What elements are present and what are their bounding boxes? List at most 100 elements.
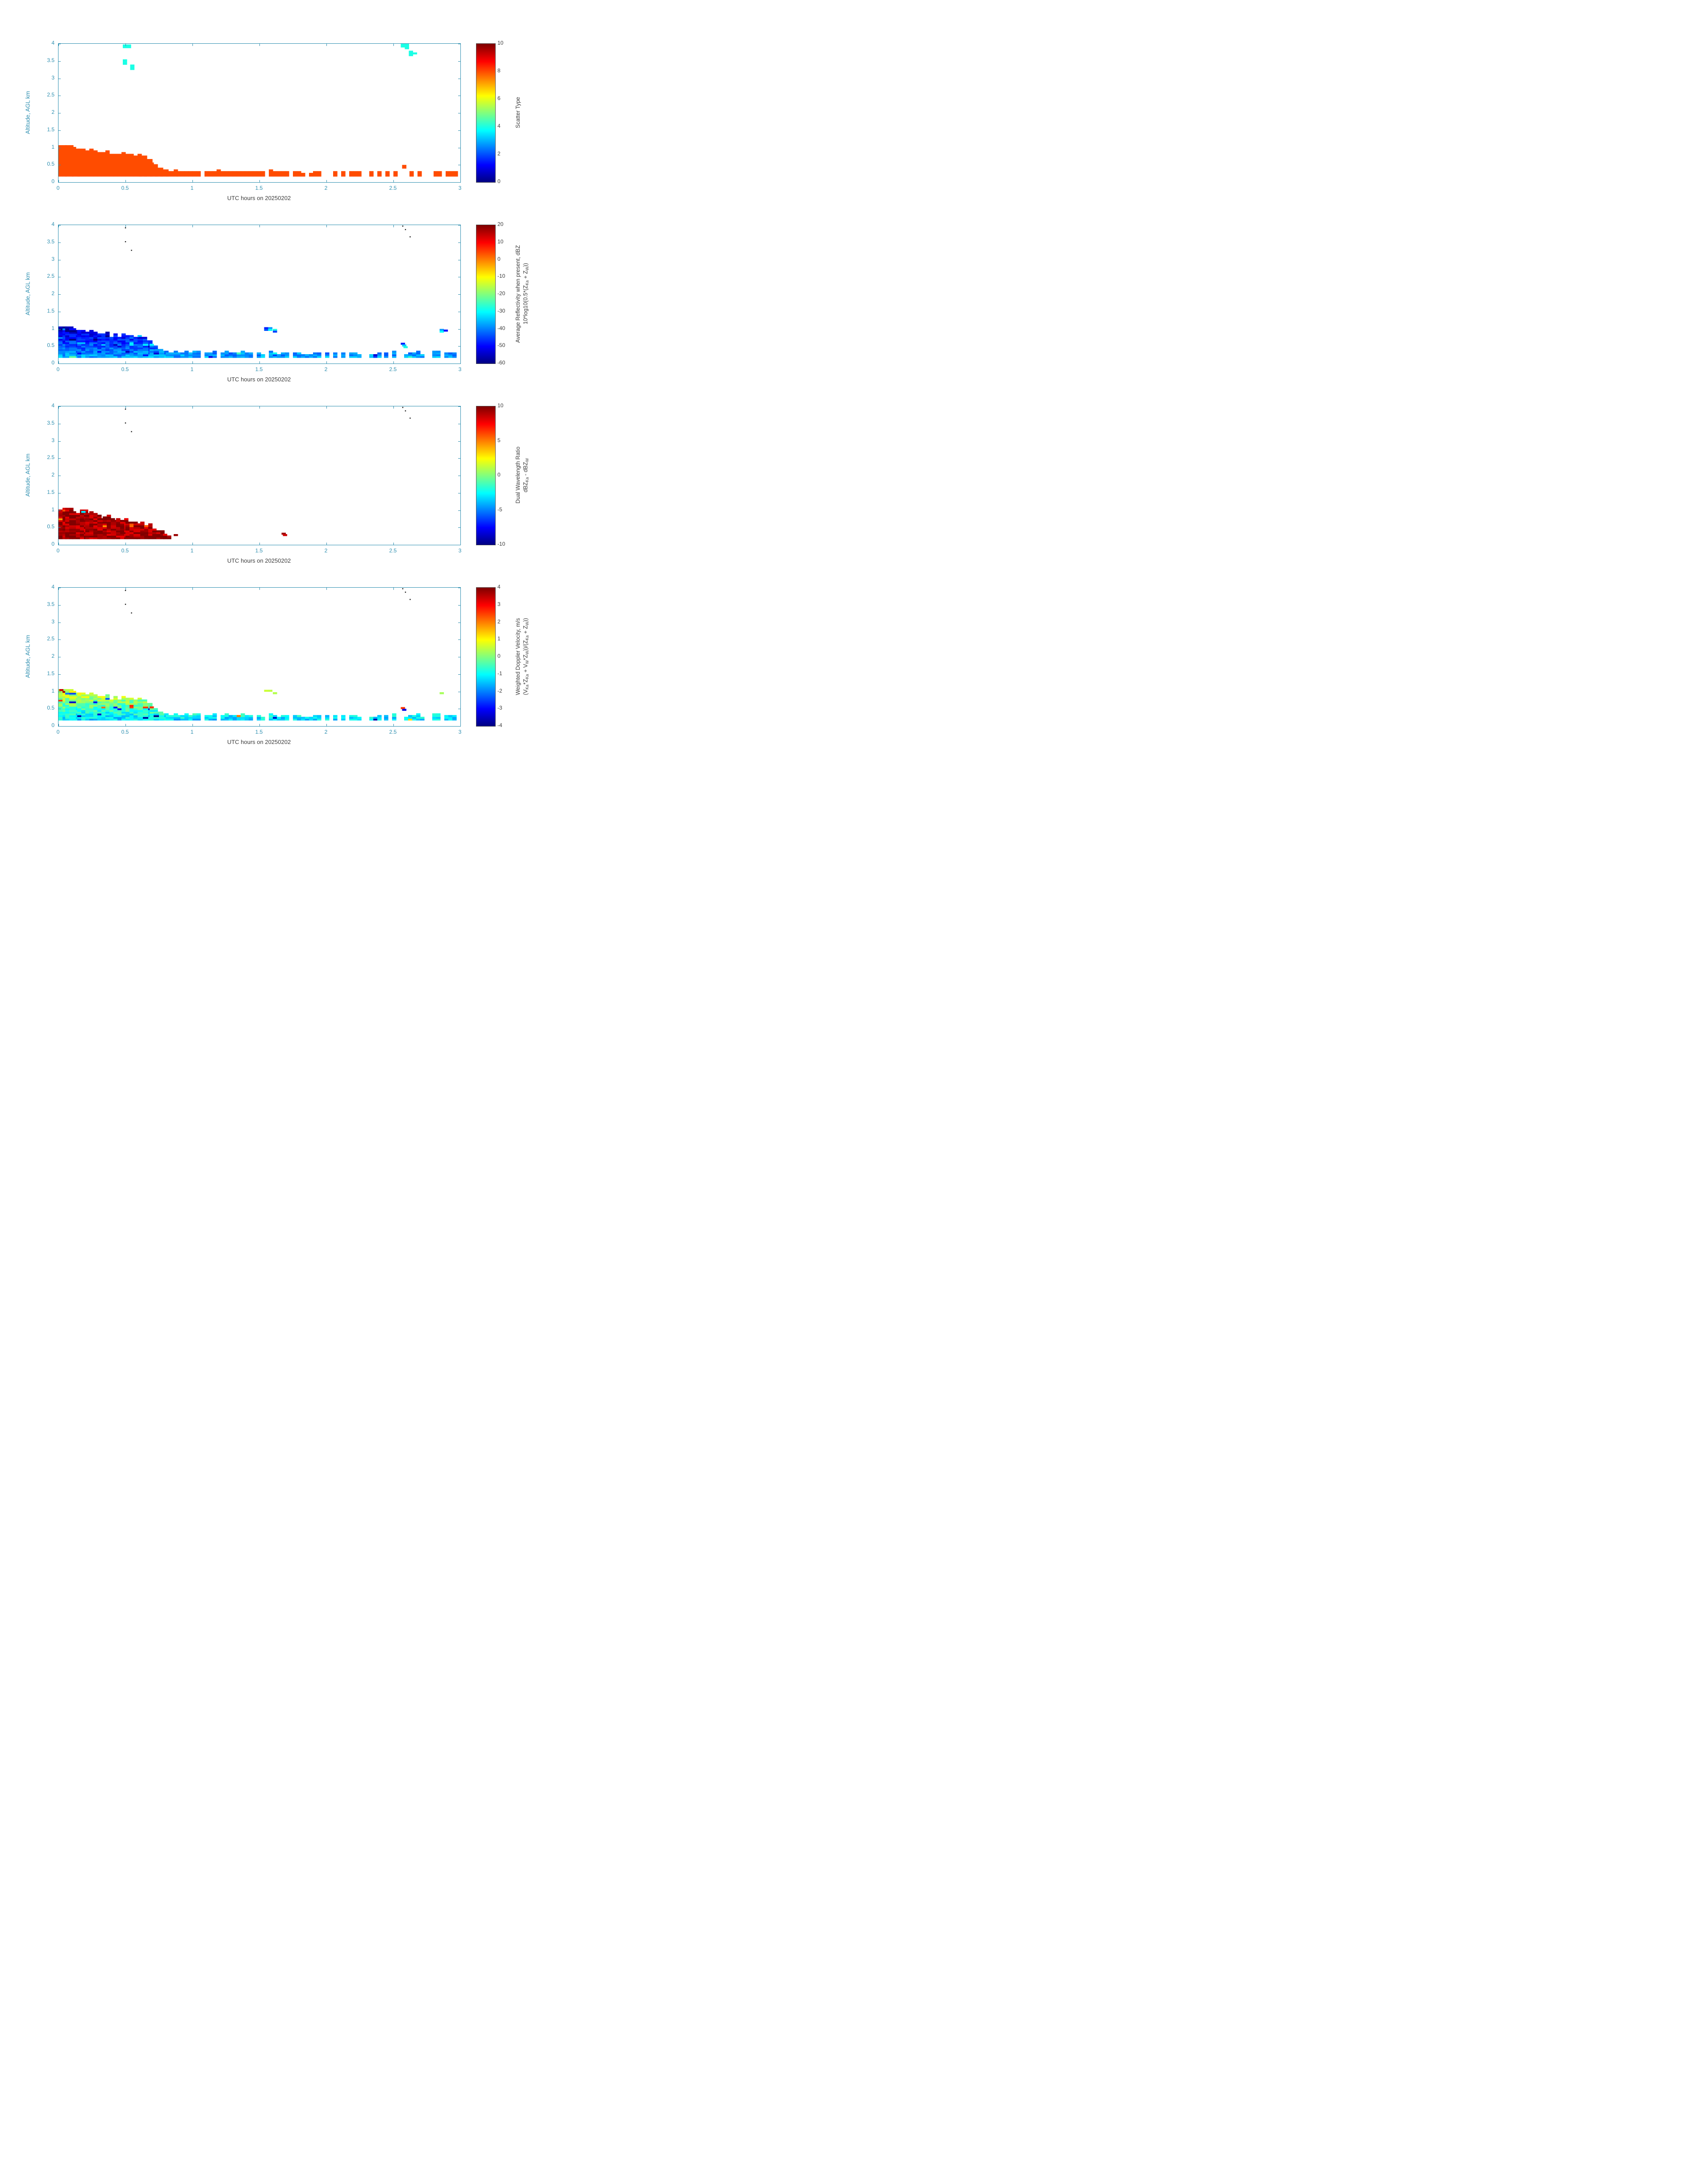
panel-weighted-doppler-velocity: Altitude, AGL km UTC hours on 20250202 W…	[0, 544, 569, 745]
colorbar-label: Scatter Type	[514, 43, 522, 182]
y-tick-label: 0	[51, 541, 54, 547]
colorbar-tick-label: -4	[497, 722, 502, 728]
y-tick-label: 3	[51, 74, 54, 81]
colorbar-tick-label: 2	[497, 618, 501, 625]
x-tick-label: 0.5	[121, 729, 129, 735]
colorbar-tick-label: -10	[497, 541, 505, 547]
panel-average-reflectivity: Altitude, AGL km UTC hours on 20250202 A…	[0, 181, 569, 383]
y-tick-label: 1.5	[47, 489, 54, 495]
panel-scatter-type: Altitude, AGL km UTC hours on 20250202 S…	[0, 0, 569, 201]
y-tick-label: 2	[51, 653, 54, 659]
colorbar	[476, 225, 496, 364]
plot-area	[58, 225, 461, 364]
colorbar-label-line: Scatter Type	[515, 97, 521, 128]
y-tick-label: 2	[51, 290, 54, 297]
y-tick-label: 3.5	[47, 419, 54, 426]
x-tick-label: 1.5	[255, 729, 263, 735]
colorbar	[476, 587, 496, 727]
plot-area	[58, 406, 461, 545]
colorbar	[476, 406, 496, 545]
y-tick-label: 3.5	[47, 238, 54, 245]
x-tick-label: 1	[190, 185, 194, 191]
colorbar	[476, 43, 496, 183]
y-tick-label: 2	[51, 472, 54, 478]
plot-area	[58, 43, 461, 183]
y-tick-label: 1	[51, 687, 54, 694]
x-tick-label: 2.5	[389, 547, 397, 554]
colorbar-tick-label: 10	[497, 238, 504, 245]
x-tick-label: 3	[458, 547, 462, 554]
x-tick-label: 3	[458, 185, 462, 191]
x-tick-label: 0	[56, 185, 60, 191]
x-tick-label: 2.5	[389, 729, 397, 735]
plot-area	[58, 587, 461, 727]
x-axis-label: UTC hours on 20250202	[227, 739, 291, 745]
colorbar-label-line: Dual Wavelength Ratio	[515, 447, 521, 504]
y-tick-label: 0.5	[47, 342, 54, 349]
y-tick-label: 2.5	[47, 635, 54, 642]
colorbar-tick-label: 6	[497, 95, 501, 101]
colorbar-tick-label: 20	[497, 221, 504, 227]
figure: Altitude, AGL km UTC hours on 20250202 S…	[0, 0, 569, 745]
heatmap-canvas	[58, 406, 460, 545]
y-axis-label: Altitude, AGL km	[24, 272, 31, 316]
colorbar-label-line: Weighted Doppler Velocity, m/s	[515, 618, 521, 695]
colorbar-tick-label: -1	[497, 670, 502, 677]
y-tick-label: 0.5	[47, 705, 54, 711]
x-tick-label: 2	[324, 729, 328, 735]
colorbar-tick-label: 8	[497, 67, 501, 74]
x-tick-label: 0	[56, 547, 60, 554]
y-tick-label: 4	[51, 40, 54, 46]
y-tick-label: 3	[51, 255, 54, 262]
y-tick-label: 4	[51, 221, 54, 227]
colorbar-tick-label: 0	[497, 653, 501, 659]
heatmap-canvas	[58, 588, 460, 726]
x-tick-label: 1	[190, 547, 194, 554]
colorbar-label: Weighted Doppler Velocity, m/s (VKa*ZKa +…	[514, 587, 531, 726]
colorbar-label-line: 10*log10(0.5*(ZKa + ZW))	[522, 263, 530, 325]
x-tick-label: 1.5	[255, 366, 263, 372]
colorbar-tick-label: 1	[497, 635, 501, 642]
y-tick-label: 2.5	[47, 92, 54, 98]
colorbar-tick-label: -50	[497, 342, 505, 349]
x-tick-label: 1.5	[255, 185, 263, 191]
y-tick-label: 1.5	[47, 670, 54, 677]
y-tick-label: 0	[51, 359, 54, 366]
colorbar-tick-label: 4	[497, 123, 501, 129]
x-tick-label: 2	[324, 185, 328, 191]
colorbar-tick-label: 10	[497, 40, 504, 46]
colorbar-label: Average Reflectivity when present, dBZ 10…	[514, 225, 531, 363]
x-axis-label: UTC hours on 20250202	[227, 557, 291, 564]
colorbar-label-line: dBZKa - dBZW	[522, 458, 530, 493]
y-tick-label: 0.5	[47, 523, 54, 530]
colorbar-tick-label: -3	[497, 705, 502, 711]
x-tick-label: 2	[324, 366, 328, 372]
x-tick-label: 2.5	[389, 366, 397, 372]
colorbar-tick-label: -20	[497, 290, 505, 297]
y-tick-label: 1.5	[47, 307, 54, 314]
x-tick-label: 3	[458, 366, 462, 372]
colorbar-tick-label: -40	[497, 325, 505, 331]
colorbar-tick-label: 3	[497, 601, 501, 607]
heatmap-canvas	[58, 44, 460, 182]
colorbar-tick-label: -30	[497, 307, 505, 314]
y-tick-label: 4	[51, 402, 54, 409]
y-tick-label: 0	[51, 178, 54, 184]
colorbar-tick-label: -5	[497, 506, 502, 513]
y-tick-label: 2	[51, 109, 54, 115]
x-tick-label: 1	[190, 366, 194, 372]
y-tick-label: 1	[51, 506, 54, 513]
y-axis-label: Altitude, AGL km	[24, 91, 31, 134]
colorbar-tick-label: -60	[497, 359, 505, 366]
x-tick-label: 0.5	[121, 547, 129, 554]
y-tick-label: 4	[51, 584, 54, 590]
y-tick-label: 1	[51, 143, 54, 150]
x-tick-label: 2	[324, 547, 328, 554]
colorbar-label-line: (VKa*ZKa + VW*ZW))/(ZKa + ZW))	[522, 618, 530, 695]
y-tick-label: 3	[51, 437, 54, 443]
x-tick-label: 0	[56, 729, 60, 735]
x-tick-label: 0.5	[121, 366, 129, 372]
y-tick-label: 3.5	[47, 57, 54, 63]
colorbar-canvas	[476, 44, 495, 182]
heatmap-canvas	[58, 225, 460, 364]
